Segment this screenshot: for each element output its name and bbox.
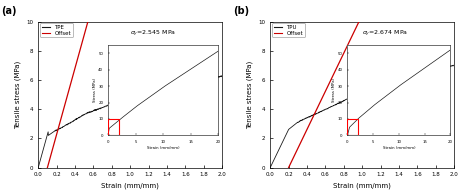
Text: $\sigma_y$=2.674 MPa: $\sigma_y$=2.674 MPa	[362, 29, 407, 39]
X-axis label: Strain (mm/mm): Strain (mm/mm)	[332, 183, 390, 190]
Y-axis label: Tensile stress (MPa): Tensile stress (MPa)	[14, 60, 21, 129]
Text: E=13.06 MPa: E=13.06 MPa	[362, 48, 403, 53]
Text: (a): (a)	[1, 6, 17, 16]
Legend: TPE, Offset: TPE, Offset	[40, 23, 73, 37]
Text: E=22.71 MPa: E=22.71 MPa	[130, 48, 171, 53]
Y-axis label: Tensile stress (MPa): Tensile stress (MPa)	[246, 60, 252, 129]
X-axis label: Strain (mm/mm): Strain (mm/mm)	[101, 183, 159, 190]
Text: $\sigma_y$=2.545 MPa: $\sigma_y$=2.545 MPa	[130, 29, 176, 39]
Legend: TPU, Offset: TPU, Offset	[271, 23, 304, 37]
Text: (b): (b)	[233, 6, 249, 16]
